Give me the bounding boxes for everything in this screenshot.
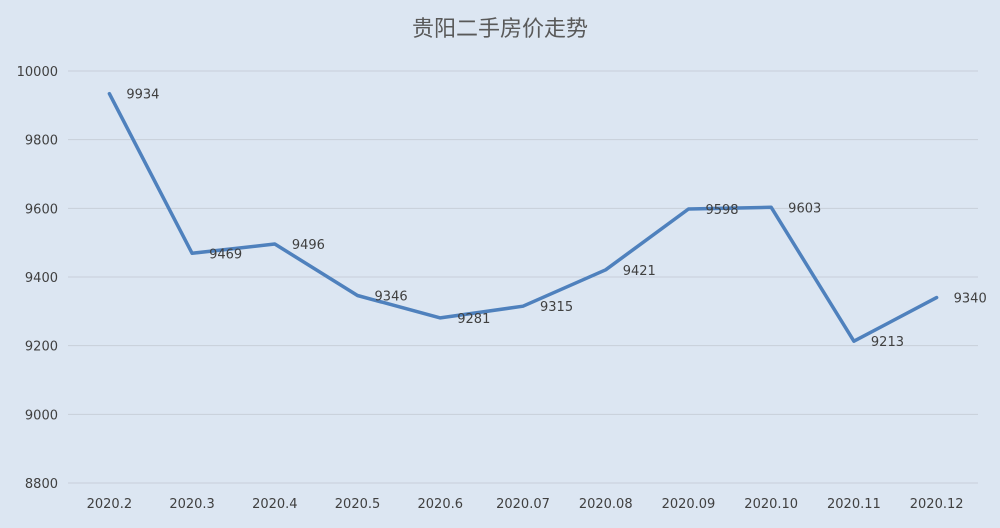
x-tick-label: 2020.07	[496, 497, 550, 512]
data-label: 9934	[126, 88, 159, 103]
data-label: 9469	[209, 247, 242, 262]
data-label: 9421	[623, 264, 656, 279]
x-axis-ticks: 2020.2 2020.3 2020.4 2020.5 2020.6 2020.07 202…	[87, 497, 964, 512]
x-tick-label: 2020.6	[418, 497, 464, 512]
data-label: 9598	[705, 203, 738, 218]
y-tick-label: 9800	[25, 134, 58, 149]
y-tick-label: 10000	[17, 65, 58, 80]
data-label: 9603	[788, 201, 821, 216]
x-tick-label: 2020.4	[252, 497, 298, 512]
x-tick-label: 2020.5	[335, 497, 381, 512]
chart-title: 贵阳二手房价走势	[412, 17, 588, 42]
x-tick-label: 2020.08	[579, 497, 633, 512]
y-tick-label: 9400	[25, 271, 58, 286]
x-tick-label: 2020.3	[169, 497, 215, 512]
y-tick-label: 9200	[25, 340, 58, 355]
data-label: 9496	[292, 238, 325, 253]
data-label: 9281	[457, 312, 490, 327]
data-label: 9213	[871, 335, 904, 350]
data-labels: 9934 9469 9496 9346 9281 9315 9421 9598 9603 9213…	[126, 88, 986, 351]
x-tick-label: 2020.09	[662, 497, 716, 512]
data-label: 9346	[375, 290, 408, 305]
y-tick-label: 9000	[25, 408, 58, 423]
x-tick-label: 2020.2	[87, 497, 133, 512]
data-label: 9315	[540, 300, 573, 315]
x-tick-label: 2020.12	[910, 497, 964, 512]
gridlines	[68, 70, 978, 484]
series-line	[107, 91, 939, 343]
x-tick-label: 2020.10	[744, 497, 798, 512]
data-label: 9340	[954, 292, 987, 307]
y-axis-ticks: 8800 9000 9200 9400 9600 9800 10000	[17, 65, 58, 492]
series-layer	[107, 91, 939, 343]
x-tick-label: 2020.11	[827, 497, 881, 512]
y-tick-label: 9600	[25, 202, 58, 217]
y-tick-label: 8800	[25, 477, 58, 492]
